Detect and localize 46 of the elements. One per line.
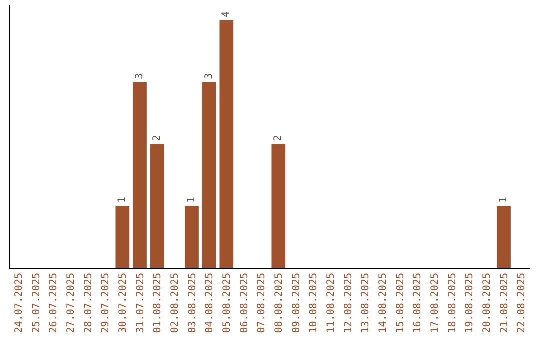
- bar: [185, 206, 199, 268]
- x-tick-label: 31.07.2025: [135, 273, 146, 334]
- x-tick-label: 14.08.2025: [378, 273, 389, 334]
- data-label: 1: [186, 197, 198, 204]
- x-tick-label: 04.08.2025: [204, 273, 216, 334]
- x-tick-label: 15.08.2025: [395, 273, 406, 334]
- x-tick-label: 20.08.2025: [482, 273, 493, 334]
- data-label: 4: [221, 11, 232, 18]
- x-tick-label: 30.07.2025: [118, 273, 129, 334]
- bar: [202, 82, 216, 268]
- x-tick-label: 03.08.2025: [187, 273, 198, 334]
- x-tick-label: 18.08.2025: [447, 273, 458, 334]
- bar: [220, 20, 234, 268]
- x-tick-label: 07.08.2025: [256, 273, 268, 334]
- x-tick-label: 27.07.2025: [66, 273, 77, 334]
- data-label: 2: [273, 135, 284, 142]
- x-tick-label: 25.07.2025: [31, 273, 42, 334]
- data-label: 3: [204, 73, 215, 80]
- x-tick-label: 19.08.2025: [464, 273, 476, 334]
- data-label: 1: [117, 197, 128, 204]
- x-tick-label: 09.08.2025: [291, 273, 302, 334]
- x-tick-label: 12.08.2025: [343, 273, 354, 334]
- bar: [150, 144, 164, 268]
- x-tick-label: 21.08.2025: [499, 273, 510, 334]
- x-tick-label: 28.07.2025: [83, 273, 94, 334]
- x-tick-label: 10.08.2025: [308, 273, 320, 334]
- bar: [272, 144, 286, 268]
- bar: [133, 82, 147, 268]
- x-tick-label: 01.08.2025: [152, 273, 164, 334]
- bar: [497, 206, 511, 268]
- x-tick-label: 29.07.2025: [100, 273, 112, 334]
- x-tick-label: 02.08.2025: [170, 273, 181, 334]
- x-tick-label: 13.08.2025: [360, 273, 372, 334]
- x-tick-label: 11.08.2025: [326, 273, 337, 334]
- data-label: 3: [134, 73, 146, 80]
- x-tick-label: 17.08.2025: [430, 273, 441, 334]
- bar: [116, 206, 130, 268]
- x-tick-label: 22.08.2025: [516, 273, 528, 334]
- x-tick-label: 24.07.2025: [14, 273, 25, 334]
- x-tick-label: 16.08.2025: [412, 273, 424, 334]
- x-tick-label: 08.08.2025: [274, 273, 285, 334]
- x-tick-label: 26.07.2025: [48, 273, 60, 334]
- data-label: 2: [152, 135, 163, 142]
- data-label: 1: [498, 197, 510, 204]
- x-tick-label: 06.08.2025: [239, 273, 250, 334]
- x-tick-label: 05.08.2025: [222, 273, 233, 334]
